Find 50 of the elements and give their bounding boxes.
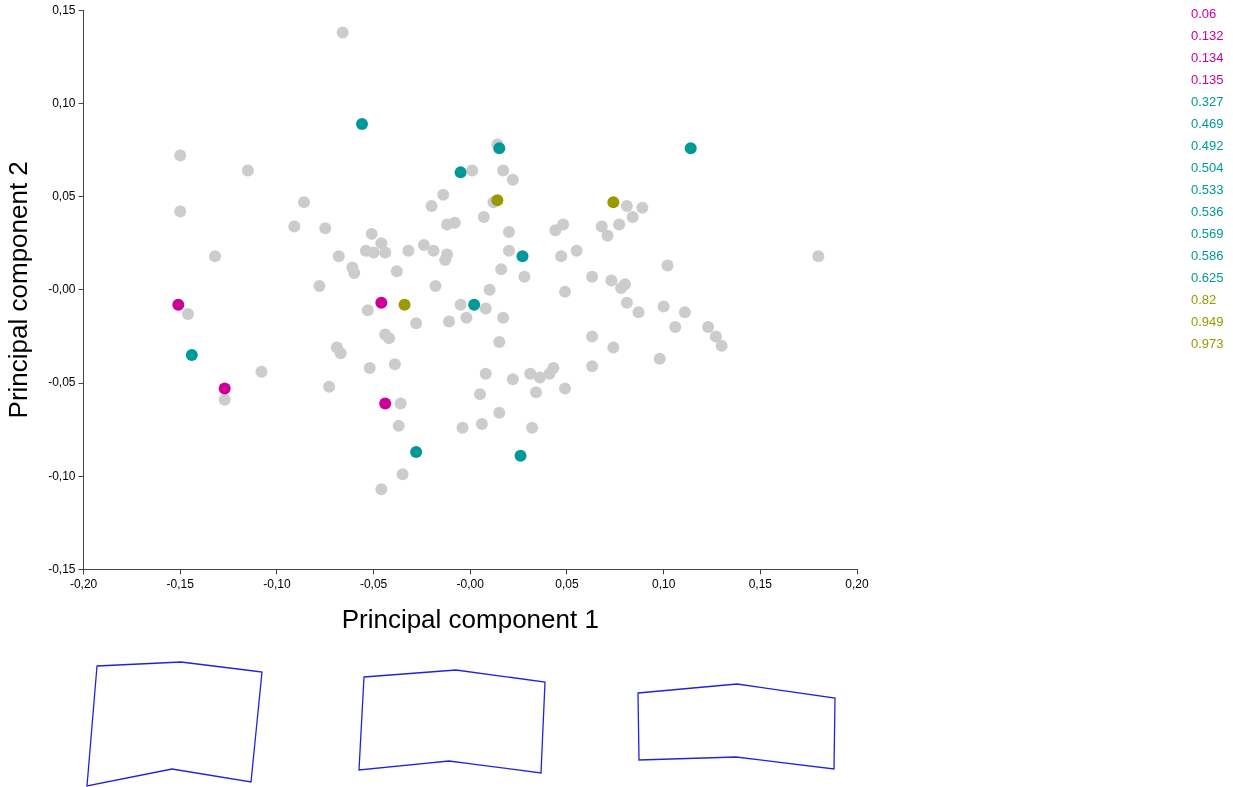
y-tick-label: -0,10 bbox=[48, 468, 76, 483]
point bbox=[218, 382, 231, 395]
text: 0.533 bbox=[1191, 181, 1224, 197]
text: 0.569 bbox=[1191, 225, 1224, 241]
point bbox=[493, 142, 506, 155]
text: 0.135 bbox=[1191, 71, 1224, 87]
point bbox=[379, 397, 392, 410]
point bbox=[398, 298, 411, 311]
point bbox=[684, 142, 697, 155]
point bbox=[410, 445, 423, 458]
y-tick-label: -0,05 bbox=[48, 375, 76, 390]
point bbox=[491, 194, 504, 207]
text: 0.06 bbox=[1191, 5, 1217, 21]
x-tick-label: 0,15 bbox=[748, 576, 773, 591]
text: 0.949 bbox=[1191, 313, 1224, 329]
x-tick-label: 0,05 bbox=[555, 576, 579, 591]
y-axis-title: Principal component 2 bbox=[2, 161, 33, 419]
y-tick-label: -0,15 bbox=[48, 561, 76, 576]
y-tick-label: -0,00 bbox=[48, 282, 76, 297]
text: 0.586 bbox=[1191, 247, 1224, 263]
text: 0.492 bbox=[1191, 137, 1224, 153]
point bbox=[514, 449, 527, 462]
y-tick-label: 0,05 bbox=[52, 188, 76, 203]
x-tick-label: -0,20 bbox=[69, 576, 98, 591]
y-tick-label: 0,10 bbox=[52, 95, 76, 110]
point bbox=[375, 296, 388, 309]
point bbox=[468, 298, 481, 311]
text: 0.536 bbox=[1191, 203, 1224, 219]
x-tick-label: -0,10 bbox=[263, 576, 291, 591]
text: 0.973 bbox=[1191, 335, 1224, 351]
point bbox=[607, 196, 620, 209]
x-tick-label: 0,10 bbox=[651, 576, 676, 591]
text: 0.132 bbox=[1191, 27, 1224, 43]
point bbox=[454, 166, 467, 179]
x-tick-label: -0,15 bbox=[166, 576, 195, 591]
x-axis-title: Principal component 1 bbox=[341, 603, 599, 634]
text: 0.134 bbox=[1191, 49, 1224, 65]
x-tick-label: -0,05 bbox=[359, 576, 388, 591]
point bbox=[185, 349, 198, 362]
text: 0.504 bbox=[1191, 159, 1224, 175]
text: 0.82 bbox=[1191, 291, 1217, 307]
x-tick-label: -0,00 bbox=[456, 576, 485, 591]
point bbox=[516, 250, 529, 263]
point bbox=[355, 117, 368, 130]
point bbox=[172, 298, 185, 311]
text: 0.469 bbox=[1191, 115, 1224, 131]
text: 0.327 bbox=[1191, 93, 1224, 109]
text: 0.625 bbox=[1191, 269, 1224, 285]
x-tick-label: 0,20 bbox=[845, 576, 869, 591]
y-tick-label: 0,15 bbox=[52, 2, 76, 17]
